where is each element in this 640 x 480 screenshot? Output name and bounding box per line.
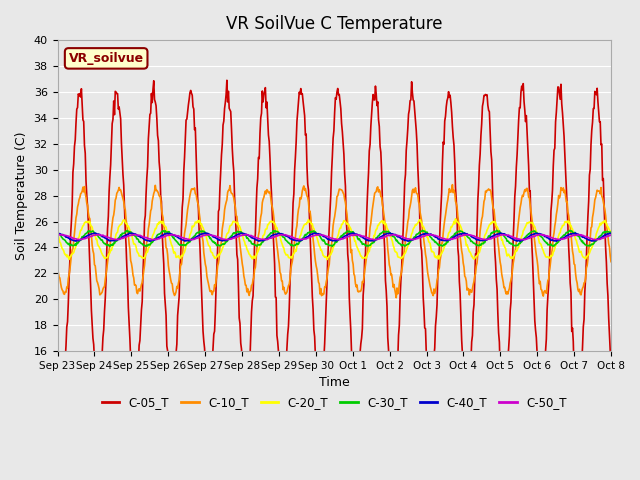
Text: VR_soilvue: VR_soilvue	[68, 52, 144, 65]
C-10_T	[54, 260, 61, 265]
C-40_T	[54, 231, 61, 237]
C-50_T	[64, 233, 72, 239]
Y-axis label: Soil Temperature (C): Soil Temperature (C)	[15, 132, 28, 260]
C-05_T	[64, 319, 72, 324]
C-20_T	[64, 252, 72, 258]
Line: C-20_T: C-20_T	[58, 219, 611, 260]
X-axis label: Time: Time	[319, 376, 349, 389]
C-40_T	[418, 232, 426, 238]
C-30_T	[403, 242, 410, 248]
Line: C-40_T: C-40_T	[58, 233, 611, 241]
Line: C-50_T: C-50_T	[58, 234, 611, 240]
Line: C-05_T: C-05_T	[58, 80, 611, 397]
C-10_T	[121, 205, 129, 211]
C-20_T	[54, 230, 61, 236]
C-10_T	[177, 262, 184, 267]
Line: C-30_T: C-30_T	[58, 230, 611, 246]
C-20_T	[419, 223, 426, 229]
Legend: C-05_T, C-10_T, C-20_T, C-30_T, C-40_T, C-50_T: C-05_T, C-10_T, C-20_T, C-30_T, C-40_T, …	[97, 391, 572, 414]
C-50_T	[353, 231, 360, 237]
C-05_T	[121, 204, 129, 210]
C-30_T	[207, 235, 214, 241]
C-40_T	[177, 236, 184, 242]
C-30_T	[122, 229, 129, 235]
C-20_T	[206, 244, 214, 250]
C-20_T	[323, 257, 331, 263]
C-10_T	[449, 182, 456, 188]
Line: C-10_T: C-10_T	[58, 185, 611, 298]
C-10_T	[206, 288, 214, 294]
C-30_T	[419, 228, 426, 233]
C-30_T	[54, 230, 61, 236]
Title: VR SoilVue C Temperature: VR SoilVue C Temperature	[226, 15, 442, 33]
C-30_T	[607, 230, 615, 236]
C-10_T	[607, 259, 615, 264]
C-20_T	[452, 216, 460, 222]
C-40_T	[607, 231, 615, 237]
C-05_T	[419, 265, 426, 271]
C-50_T	[521, 237, 529, 243]
C-20_T	[607, 231, 615, 237]
C-05_T	[206, 384, 214, 390]
C-40_T	[64, 235, 72, 240]
C-05_T	[607, 359, 615, 365]
C-05_T	[177, 254, 184, 260]
C-20_T	[403, 248, 410, 253]
C-50_T	[206, 232, 214, 238]
C-10_T	[403, 231, 410, 237]
C-20_T	[121, 217, 129, 223]
C-05_T	[54, 356, 61, 362]
C-10_T	[392, 295, 400, 300]
C-10_T	[64, 285, 72, 291]
C-30_T	[64, 240, 72, 246]
C-30_T	[106, 243, 114, 249]
C-05_T	[223, 77, 230, 83]
C-50_T	[121, 235, 129, 240]
C-40_T	[206, 232, 214, 238]
C-30_T	[178, 242, 186, 248]
C-20_T	[177, 254, 184, 260]
C-40_T	[121, 233, 129, 239]
C-50_T	[54, 232, 61, 238]
C-40_T	[572, 230, 579, 236]
C-30_T	[419, 228, 427, 234]
C-50_T	[403, 236, 410, 241]
C-50_T	[177, 234, 184, 240]
C-50_T	[607, 232, 615, 238]
C-40_T	[516, 239, 524, 244]
C-10_T	[419, 228, 426, 234]
C-50_T	[419, 234, 426, 240]
C-05_T	[463, 395, 470, 400]
C-40_T	[402, 237, 410, 243]
C-05_T	[403, 147, 410, 153]
